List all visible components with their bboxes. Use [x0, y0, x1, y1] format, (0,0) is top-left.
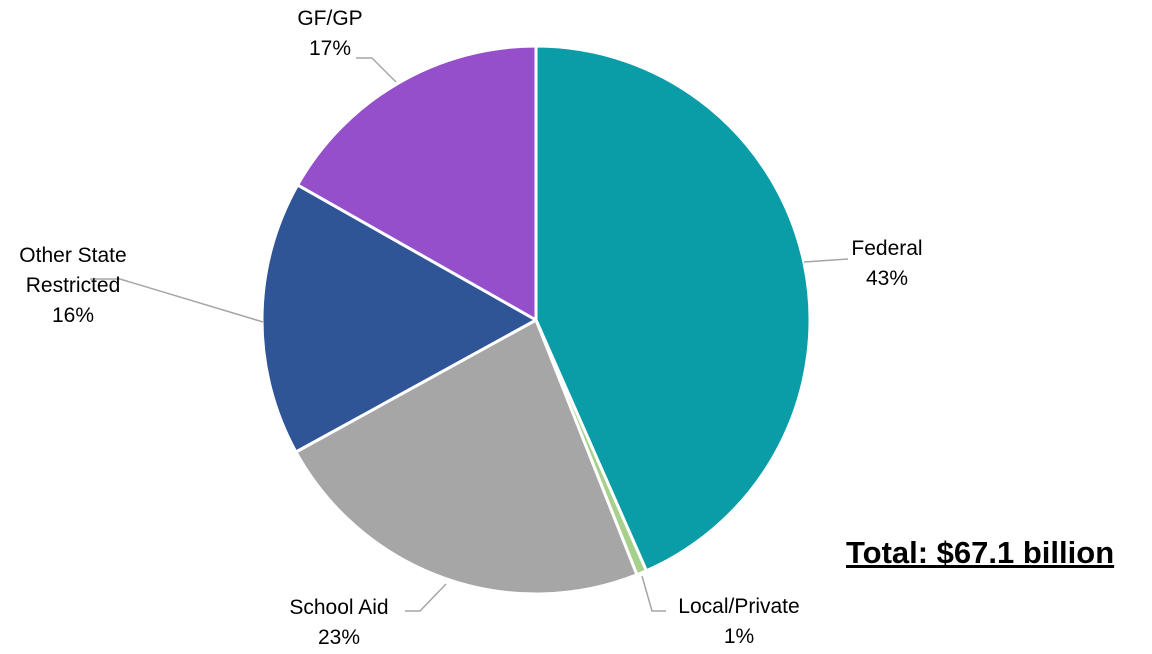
slice-percent-label: 17%: [309, 37, 351, 60]
slice-name-label: Local/Private: [678, 595, 799, 618]
slice-percent-label: 1%: [724, 625, 754, 648]
pie-slice-other-state-restricted: [260, 183, 538, 454]
leader-line: [356, 57, 397, 83]
slice-name-label: Restricted: [26, 274, 121, 297]
slice-percent-label: 16%: [52, 304, 94, 327]
leader-line: [641, 575, 666, 612]
slice-name-label: School Aid: [289, 596, 388, 619]
pie-slice-gf-gp: [296, 44, 538, 322]
slice-percent-label: 23%: [318, 626, 360, 649]
leader-line: [803, 258, 849, 263]
leader-line: [405, 583, 447, 612]
pie-slice-school-aid: [294, 318, 639, 596]
slice-name-label: Other State: [19, 244, 126, 267]
leader-line: [90, 278, 264, 323]
slice-name-label: Federal: [851, 237, 922, 260]
slice-name-label: GF/GP: [297, 7, 362, 30]
slice-percent-label: 43%: [866, 267, 908, 290]
total-label: Total: $67.1 billion: [846, 535, 1115, 570]
pie-slice-federal: [534, 44, 812, 573]
